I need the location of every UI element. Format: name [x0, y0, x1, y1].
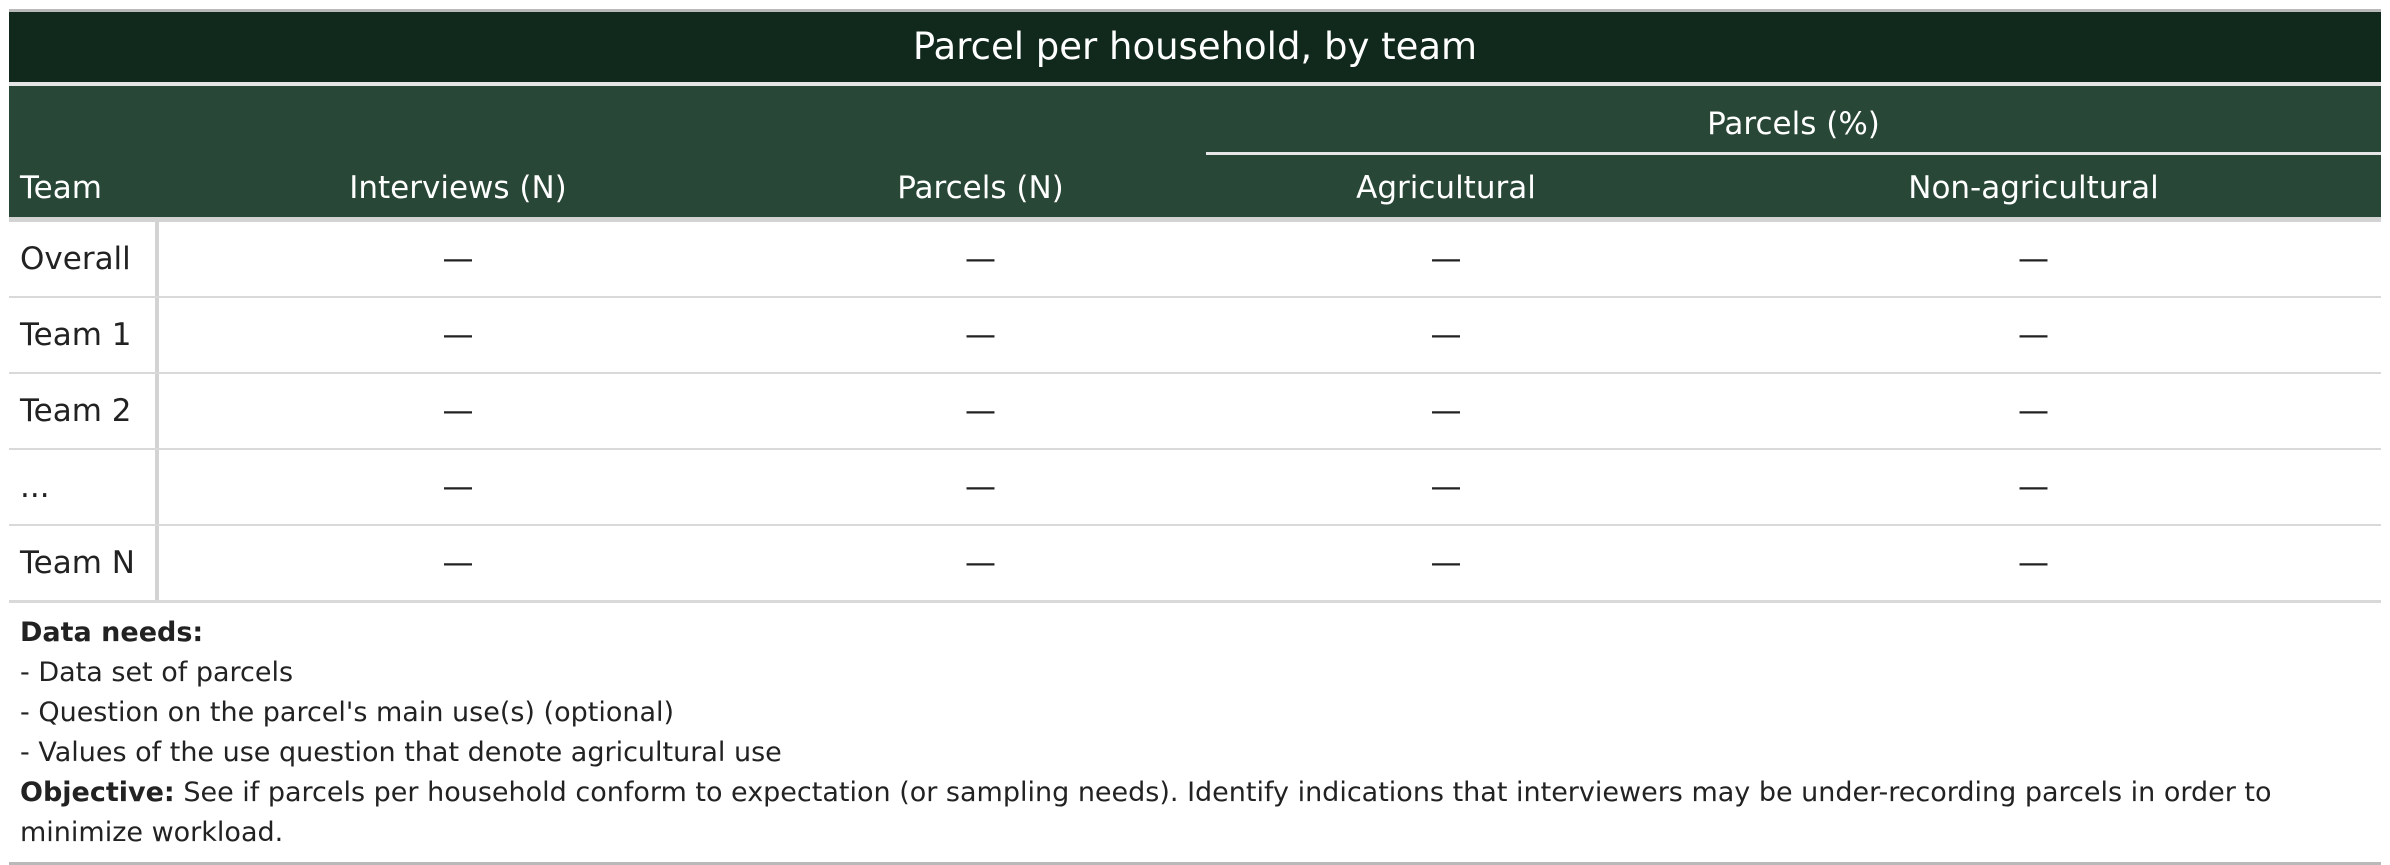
table-title: Parcel per household, by team: [9, 9, 2381, 82]
table-cell: —: [965, 393, 996, 429]
table-footnotes: Data needs: - Data set of parcels - Ques…: [9, 602, 2381, 858]
table-cell: —: [2018, 241, 2049, 277]
table-cell: —: [1430, 393, 1462, 429]
table-cell: —: [2018, 545, 2049, 581]
table-cell: —: [965, 545, 996, 581]
row-stub: Overall: [9, 222, 159, 296]
row-stub: Team N: [9, 526, 159, 600]
objective-label: Objective:: [20, 777, 175, 808]
table-cell: —: [965, 317, 996, 353]
row-label: Team N: [20, 545, 135, 581]
table-cell: —: [442, 241, 474, 277]
row-label: Overall: [20, 241, 131, 277]
row-stub: Team 1: [9, 298, 159, 372]
table-row: Team 1 — — — —: [9, 298, 2381, 374]
table-row: ... — — — —: [9, 450, 2381, 526]
table-row: Team N — — — —: [9, 526, 2381, 602]
spanner-underline: [1206, 152, 2381, 155]
data-needs-heading: Data needs:: [20, 617, 204, 648]
title-divider: [9, 82, 2381, 86]
table-cell: —: [1430, 469, 1462, 505]
column-header-agricultural: Agricultural: [1356, 170, 1536, 206]
table-row: Overall — — — —: [9, 222, 2381, 298]
table-body: Overall — — — — Team 1 — — — — Team 2 — …: [9, 222, 2381, 602]
row-label: Team 2: [20, 393, 132, 429]
table-cell: —: [965, 469, 996, 505]
table-cell: —: [442, 393, 474, 429]
row-stub: Team 2: [9, 374, 159, 448]
column-spanner-label: Parcels (%): [1707, 106, 1880, 142]
objective-note: Objective: See if parcels per household …: [20, 773, 2370, 853]
data-needs-item: - Question on the parcel's main use(s) (…: [20, 697, 675, 728]
row-label: Team 1: [20, 317, 132, 353]
data-needs-item: - Data set of parcels: [20, 657, 294, 688]
table-cell: —: [442, 469, 474, 505]
column-header-team: Team: [20, 170, 102, 206]
column-header-interviews: Interviews (N): [349, 170, 567, 206]
table-container: Parcel per household, by team Parcels (%…: [9, 9, 2381, 865]
objective-text: See if parcels per household conform to …: [20, 777, 2272, 848]
column-header-non-agricultural: Non-agricultural: [1908, 170, 2159, 206]
row-label: ...: [20, 469, 50, 505]
table-cell: —: [965, 241, 996, 277]
table-cell: —: [1430, 545, 1462, 581]
header-divider: [9, 217, 2381, 222]
row-stub: ...: [9, 450, 159, 524]
table-row: Team 2 — — — —: [9, 374, 2381, 450]
table-cell: —: [442, 317, 474, 353]
table-header: Parcels (%) Team Interviews (N) Parcels …: [9, 86, 2381, 217]
table-cell: —: [2018, 469, 2049, 505]
table-cell: —: [1430, 317, 1462, 353]
table-cell: —: [442, 545, 474, 581]
table-cell: —: [2018, 317, 2049, 353]
table-cell: —: [2018, 393, 2049, 429]
table-cell: —: [1430, 241, 1462, 277]
data-needs-item: - Values of the use question that denote…: [20, 737, 782, 768]
column-header-parcels: Parcels (N): [897, 170, 1064, 206]
